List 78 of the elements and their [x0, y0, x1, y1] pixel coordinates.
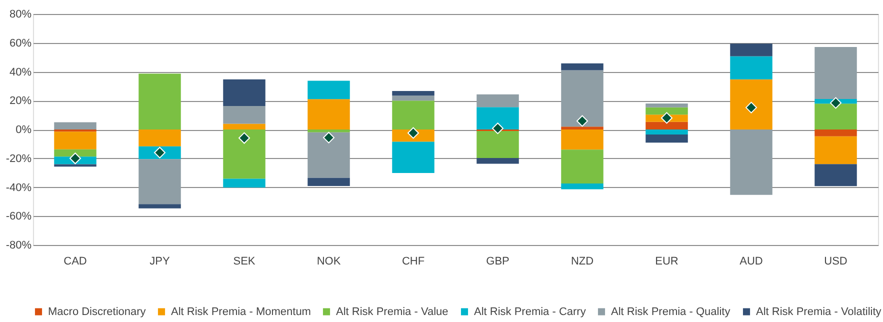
bar [646, 134, 688, 143]
bar [54, 132, 96, 150]
bar [561, 63, 604, 70]
bar [814, 164, 857, 186]
bar [646, 130, 688, 135]
y-tick-label: 0% [16, 124, 32, 136]
bar [814, 130, 857, 136]
bar [138, 204, 181, 208]
bar [561, 70, 604, 127]
x-tick-label: JPY [150, 256, 170, 268]
bar [476, 130, 519, 158]
legend-label: Alt Risk Premia - Carry [474, 306, 586, 318]
bar [476, 158, 519, 164]
bar [223, 79, 266, 106]
legend-label: Macro Discretionary [48, 306, 146, 318]
point [576, 115, 588, 127]
y-tick-label: 20% [9, 95, 32, 108]
point [746, 102, 757, 114]
bar [392, 100, 434, 130]
bar [476, 107, 519, 130]
bar [138, 159, 181, 204]
bar [54, 149, 96, 157]
x-tick-label: USD [824, 256, 848, 268]
y-tick-label: -60% [6, 210, 32, 223]
legend-label: Alt Risk Premia - Momentum [171, 306, 311, 318]
bar [814, 104, 857, 130]
point [492, 122, 504, 134]
bar [308, 132, 350, 178]
y-tick-label: -20% [6, 152, 32, 165]
bar [223, 178, 266, 188]
legend-label: Alt Risk Premia - Quality [611, 306, 731, 318]
bar [730, 79, 772, 130]
point [70, 152, 81, 164]
x-tick-label: NOK [316, 256, 342, 268]
y-tick-label: -40% [6, 182, 32, 194]
legend-label: Alt Risk Premia - Volatility [756, 306, 882, 318]
point [661, 112, 672, 124]
bar [308, 178, 350, 186]
x-tick-label: EUR [655, 256, 678, 268]
point [830, 97, 842, 109]
bar [138, 130, 181, 146]
bar [561, 130, 604, 150]
bar [646, 104, 688, 108]
x-tick-label: AUD [740, 256, 763, 268]
y-tick-label: 60% [9, 37, 32, 50]
point [323, 132, 334, 144]
legend-label: Alt Risk Premia - Value [336, 306, 448, 318]
x-tick-label: CHF [402, 256, 425, 268]
x-tick-label: NZD [570, 256, 594, 268]
x-tick-label: SEK [233, 256, 256, 268]
bar [646, 107, 688, 115]
bar [392, 142, 434, 173]
bar [646, 122, 688, 130]
bar [392, 96, 434, 101]
bar [814, 47, 857, 100]
bar [223, 124, 266, 130]
bar [730, 44, 772, 56]
bar [561, 183, 604, 190]
bar [730, 56, 772, 80]
bar [308, 130, 350, 132]
bar [308, 80, 350, 100]
bar [561, 150, 604, 184]
bar [476, 94, 519, 108]
y-tick-label: 80% [9, 8, 32, 20]
point [238, 132, 250, 144]
x-tick-label: GBP [486, 256, 510, 268]
bar [392, 90, 434, 96]
x-tick-label: CAD [64, 256, 87, 268]
y-tick-label: 40% [9, 66, 32, 78]
bar [223, 106, 266, 124]
bar [561, 126, 604, 130]
bar [54, 122, 96, 130]
bar [223, 130, 266, 179]
bar [308, 99, 350, 130]
bar [138, 74, 181, 130]
bar [730, 130, 772, 195]
bar [814, 136, 857, 164]
y-tick-label: -80% [6, 240, 32, 252]
